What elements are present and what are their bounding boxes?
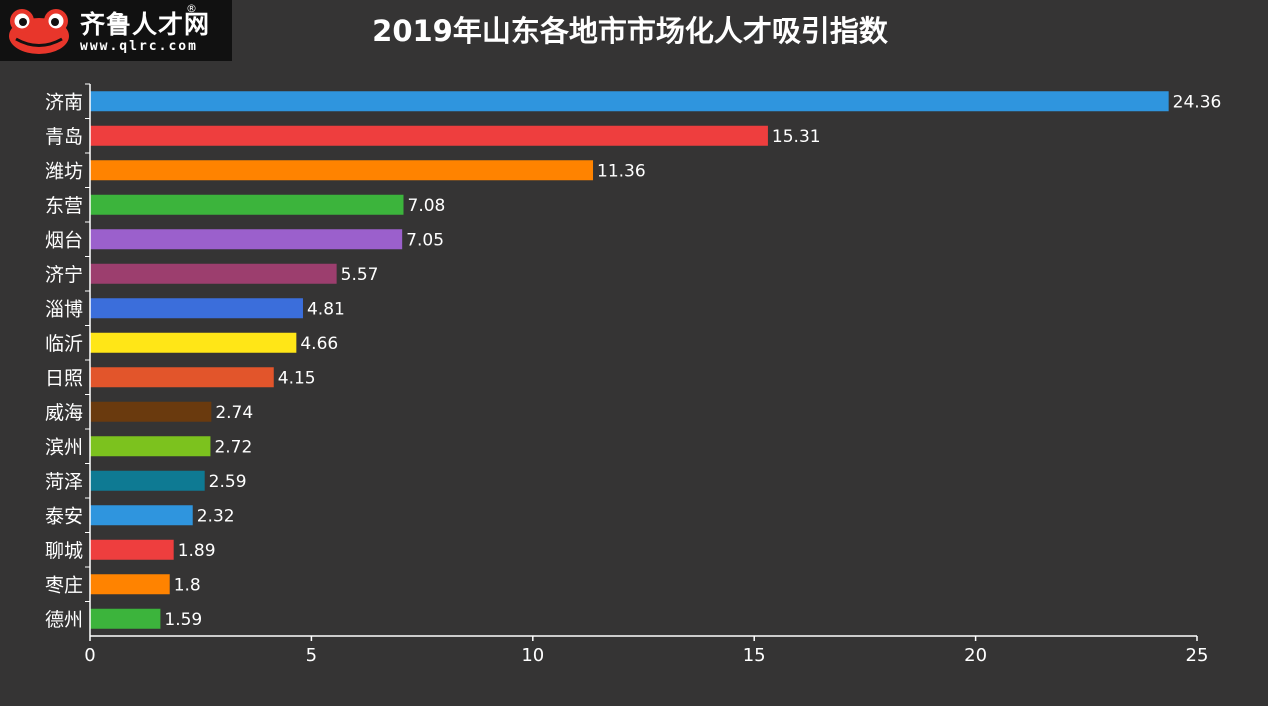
- bar-12: [90, 505, 193, 526]
- category-label-8: 日照: [45, 367, 83, 389]
- category-label-12: 泰安: [45, 505, 83, 527]
- value-label-6: 4.81: [307, 299, 345, 319]
- value-label-13: 1.89: [178, 541, 216, 561]
- bar-14: [90, 574, 170, 595]
- value-label-3: 7.08: [408, 196, 446, 216]
- value-label-4: 7.05: [406, 230, 444, 250]
- value-label-11: 2.59: [209, 472, 247, 492]
- bar-7: [90, 332, 297, 353]
- value-label-15: 1.59: [164, 610, 202, 630]
- category-label-4: 烟台: [45, 229, 83, 251]
- bar-10: [90, 436, 211, 457]
- category-label-6: 淄博: [45, 298, 83, 320]
- category-label-1: 青岛: [45, 126, 83, 148]
- bar-15: [90, 608, 161, 629]
- value-label-8: 4.15: [278, 368, 316, 388]
- category-label-5: 济宁: [45, 264, 83, 286]
- category-label-11: 菏泽: [45, 471, 83, 493]
- value-label-1: 15.31: [772, 127, 821, 147]
- logo-url: www.qlrc.com: [80, 39, 198, 54]
- bar-9: [90, 401, 212, 422]
- value-label-10: 2.72: [214, 437, 252, 457]
- x-tick-label-4: 20: [964, 645, 987, 666]
- bar-6: [90, 298, 303, 319]
- qlrc-logo: 齐鲁人才网 ® www.qlrc.com: [0, 0, 232, 61]
- bar-13: [90, 539, 174, 560]
- category-label-15: 德州: [45, 609, 83, 631]
- frog-logo-icon: [9, 9, 69, 54]
- x-tick-label-2: 10: [521, 645, 544, 666]
- bar-2: [90, 160, 594, 181]
- value-label-9: 2.74: [215, 403, 253, 423]
- category-label-3: 东营: [45, 195, 83, 217]
- chart-title: 2019年山东各地市市场化人才吸引指数: [372, 14, 888, 48]
- category-label-9: 威海: [45, 402, 83, 424]
- value-label-5: 5.57: [341, 265, 379, 285]
- value-label-7: 4.66: [300, 334, 338, 354]
- bar-3: [90, 194, 404, 215]
- value-label-0: 24.36: [1173, 92, 1222, 112]
- category-label-10: 滨州: [45, 436, 83, 458]
- logo-name: 齐鲁人才网: [80, 10, 211, 39]
- category-label-7: 临沂: [45, 333, 83, 355]
- value-label-12: 2.32: [197, 506, 235, 526]
- value-label-2: 11.36: [597, 161, 646, 181]
- bar-11: [90, 470, 205, 491]
- category-label-14: 枣庄: [45, 574, 83, 596]
- bar-4: [90, 229, 403, 250]
- category-label-0: 济南: [45, 91, 83, 113]
- bar-1: [90, 125, 768, 146]
- bar-0: [90, 91, 1169, 112]
- category-label-2: 潍坊: [45, 160, 83, 182]
- x-tick-label-0: 0: [84, 645, 95, 666]
- bar-8: [90, 367, 274, 388]
- category-label-13: 聊城: [45, 540, 83, 562]
- registered-mark: ®: [186, 2, 197, 15]
- x-tick-label-3: 15: [743, 645, 766, 666]
- x-tick-label-1: 5: [306, 645, 317, 666]
- x-tick-label-5: 25: [1186, 645, 1209, 666]
- value-label-14: 1.8: [174, 575, 201, 595]
- bar-5: [90, 263, 337, 284]
